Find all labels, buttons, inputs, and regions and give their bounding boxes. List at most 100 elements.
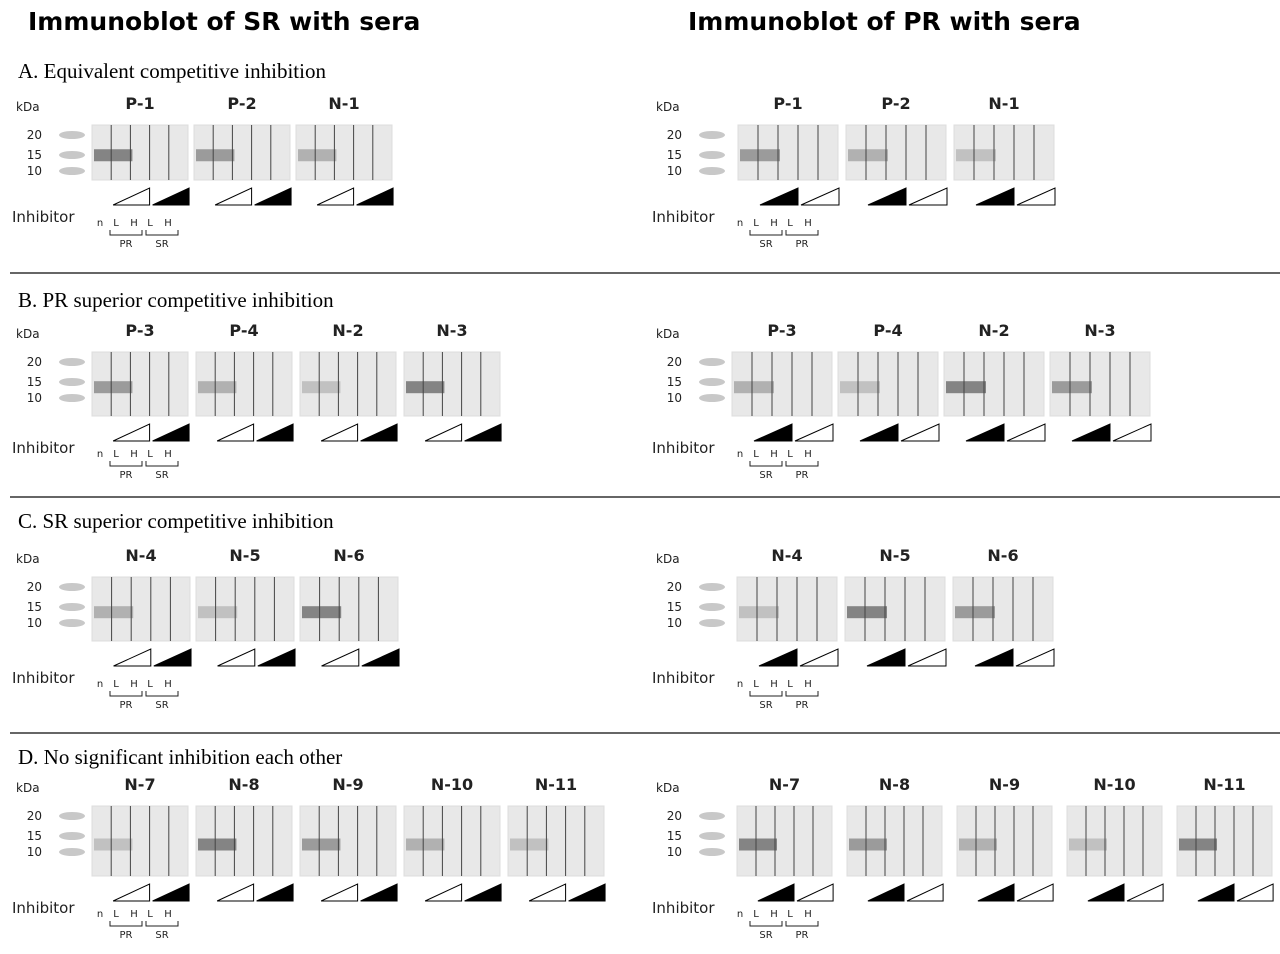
blot-label: P-2 [227,94,256,113]
lane-label: L [113,679,119,690]
marker-label: 10 [667,164,682,178]
bracket [145,461,179,467]
lane-label: n [737,218,743,229]
blot-label: N-2 [978,321,1009,340]
band [840,381,880,394]
band [955,606,995,619]
band [739,838,777,851]
inhibitor-triangle [316,187,355,206]
inhibitor-triangle [528,883,567,902]
inhibitor-triangle [360,423,398,442]
inhibitor-triangle [1016,883,1054,902]
blot-label: P-4 [873,321,902,340]
blot-label: N-1 [328,94,359,113]
ladder-band [699,131,725,139]
band [510,838,549,851]
inhibitor-triangle [361,648,400,667]
inhibitor-triangle [321,648,360,667]
blot-label: N-8 [879,775,910,794]
blot-label: N-9 [989,775,1020,794]
section-title: A. Equivalent competitive inhibition [18,59,326,83]
lane-label: L [753,449,759,460]
group-label: PR [120,930,133,941]
lane-label: H [770,679,778,690]
band [734,381,774,394]
lane-label: H [130,218,138,229]
ladder-band [699,832,725,840]
ladder-band [59,151,85,159]
group-label: SR [759,470,772,481]
bracket [749,230,783,236]
ladder-band [699,812,725,820]
inhibitor-triangle [112,883,151,902]
ladder-band [59,378,85,386]
bracket [785,230,819,236]
band [298,149,337,162]
marker-label: 15 [667,829,682,843]
kda-label: kDa [16,100,40,114]
marker-label: 20 [667,355,682,369]
inhibitor-triangle [256,883,294,902]
ladder-band [59,812,85,820]
inhibitor-triangle [799,648,839,667]
marker-label: 10 [27,164,42,178]
blot-label: N-3 [1084,321,1115,340]
band [198,838,237,851]
inhibitor-triangle [216,423,255,442]
lane-label: L [147,909,153,920]
inhibitor-triangle [424,423,463,442]
blot-label: P-3 [125,321,154,340]
blot-label: P-3 [767,321,796,340]
bracket [785,461,819,467]
blot-label: N-10 [1093,775,1135,794]
bracket [109,921,143,927]
inhibitor-triangle [1236,883,1274,902]
blot-label: N-9 [332,775,363,794]
inhibitor-triangle [1006,423,1046,442]
blot-label: P-4 [229,321,258,340]
lane-label: L [753,218,759,229]
blot-label: N-8 [228,775,259,794]
inhibitor-triangle [757,883,795,902]
inhibitor-triangle [1015,648,1055,667]
kda-label: kDa [656,781,680,795]
header-left: Immunoblot of SR with sera [28,7,420,36]
lane-label: H [164,218,172,229]
blot-label: N-10 [431,775,473,794]
inhibitor-triangle [1087,883,1125,902]
lane-label: H [804,449,812,460]
blot-label: N-11 [535,775,577,794]
lane-label: H [804,679,812,690]
inhibitor-triangle [254,187,292,206]
inhibitor-triangle [975,187,1015,206]
lane-label: L [753,909,759,920]
inhibitor-triangle [1112,423,1152,442]
marker-label: 20 [667,580,682,594]
inhibitor-triangle [859,423,899,442]
blot [195,805,293,877]
inhibitor-triangle [906,883,944,902]
lane-label: n [97,679,103,690]
band [302,606,342,619]
marker-label: 15 [27,375,42,389]
inhibitor-triangle [908,187,948,206]
band [946,381,986,394]
ladder-band [59,583,85,591]
bracket [145,230,179,236]
inhibitor-triangle [977,883,1015,902]
inhibitor-triangle [753,423,793,442]
inhibitor-triangle [112,423,151,442]
blot-label: N-6 [987,546,1018,565]
inhibitor-triangle [1071,423,1111,442]
bracket [785,921,819,927]
lane-label: L [753,679,759,690]
inhibitor-triangle [320,883,359,902]
blot-label: N-7 [124,775,155,794]
ladder-band [59,358,85,366]
kda-label: kDa [656,327,680,341]
ladder-band [699,603,725,611]
ladder-band [699,394,725,402]
blot-label: N-2 [332,321,363,340]
lane-label: H [164,449,172,460]
ladder-band [699,151,725,159]
